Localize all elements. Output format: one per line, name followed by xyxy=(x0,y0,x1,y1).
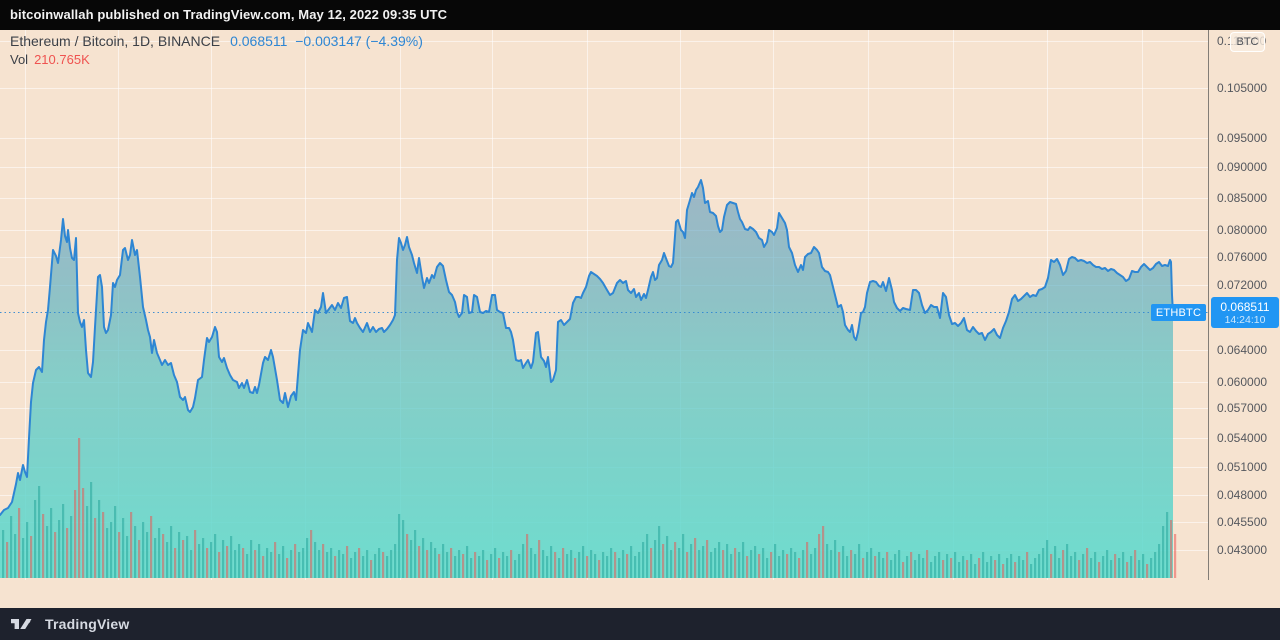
price-line-symbol-label: ETHBTC xyxy=(1151,304,1206,321)
price-line-symbol-text: ETHBTC xyxy=(1155,306,1202,319)
volume-bars xyxy=(2,438,1177,578)
currency-unit-label: BTC xyxy=(1236,36,1259,48)
price-tick-label: 0.076000 xyxy=(1217,250,1268,264)
tradingview-logo[interactable] xyxy=(10,616,38,632)
price-tick-label: 0.064000 xyxy=(1217,343,1268,357)
price-tick-label: 0.085000 xyxy=(1217,191,1268,205)
price-tick-label: 0.090000 xyxy=(1217,160,1268,174)
price-tick-label: 0.048000 xyxy=(1217,488,1268,502)
price-tick-label: 0.060000 xyxy=(1217,375,1268,389)
price-tick-label: 0.105000 xyxy=(1217,81,1268,95)
volume-value: 210.765K xyxy=(34,52,90,67)
chart-canvas[interactable]: Ethereum / Bitcoin, 1D, BINANCE 0.068511 … xyxy=(0,30,1208,580)
chart-region: Ethereum / Bitcoin, 1D, BINANCE 0.068511 … xyxy=(0,30,1280,639)
last-price: 0.068511 xyxy=(230,33,288,49)
current-price-value: 0.068511 xyxy=(1220,299,1270,314)
last-price-and-change: 0.068511 −0.003147 (−4.39%) xyxy=(230,33,423,49)
volume-label: Vol xyxy=(10,52,29,67)
price-tick-label: 0.051000 xyxy=(1217,460,1268,474)
price-scale[interactable]: 0.1100000.1050000.0950000.0900000.085000… xyxy=(1208,30,1280,580)
price-line xyxy=(0,179,1174,516)
area-fill xyxy=(0,180,1173,578)
price-tick-label: 0.045500 xyxy=(1217,515,1268,529)
current-price-badge: 0.068511 14:24:10 xyxy=(1211,297,1279,328)
bar-countdown: 14:24:10 xyxy=(1224,313,1266,326)
share-banner: bitcoinwallah published on TradingView.c… xyxy=(0,0,1280,30)
price-chart-svg xyxy=(0,30,1208,580)
symbol-title[interactable]: Ethereum / Bitcoin, 1D, BINANCE xyxy=(10,33,221,49)
price-tick-label: 0.057000 xyxy=(1217,401,1268,415)
price-tick-label: 0.095000 xyxy=(1217,131,1268,145)
chart-legend: Ethereum / Bitcoin, 1D, BINANCE 0.068511 … xyxy=(10,33,423,67)
price-tick-label: 0.054000 xyxy=(1217,431,1268,445)
price-change: −0.003147 (−4.39%) xyxy=(295,33,423,49)
price-tick-label: 0.080000 xyxy=(1217,223,1268,237)
price-tick-label: 0.043000 xyxy=(1217,543,1268,557)
tradingview-brand-link[interactable]: TradingView xyxy=(45,616,130,632)
footer-bar: TradingView xyxy=(0,608,1280,640)
currency-unit-button[interactable]: BTC xyxy=(1230,32,1265,52)
price-tick-label: 0.072000 xyxy=(1217,278,1268,292)
share-banner-text: bitcoinwallah published on TradingView.c… xyxy=(10,7,448,22)
